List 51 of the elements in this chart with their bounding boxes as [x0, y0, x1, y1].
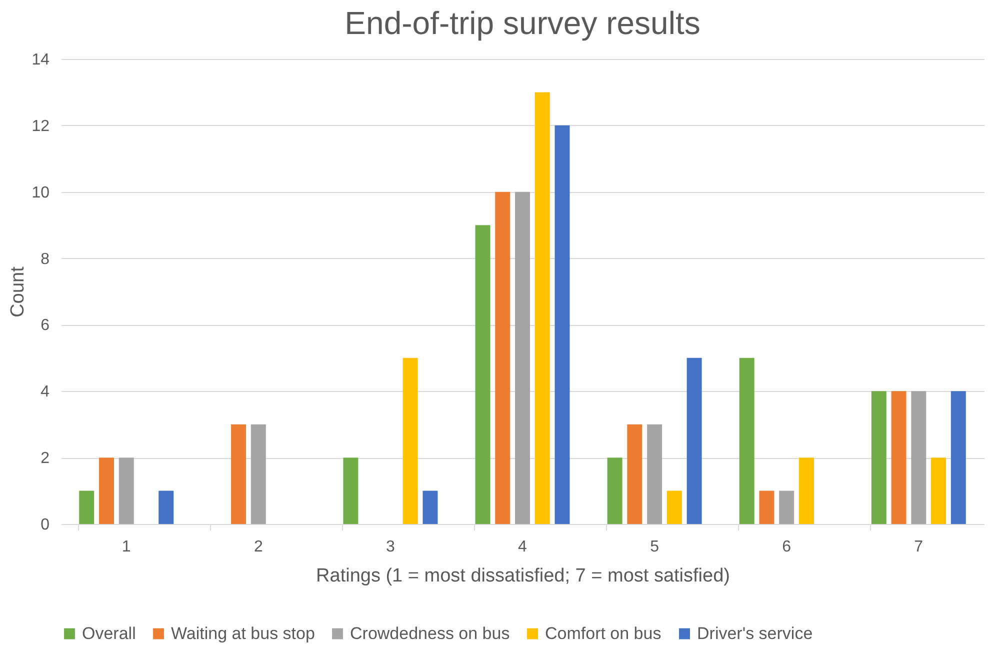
bar	[515, 192, 530, 524]
bar	[627, 424, 642, 524]
bar	[931, 458, 946, 524]
bar	[231, 424, 246, 524]
y-tick-label: 0	[40, 516, 50, 534]
legend-label: Waiting at bus stop	[171, 624, 315, 643]
chart-title: End-of-trip survey results	[344, 5, 700, 41]
y-tick-label: 2	[40, 450, 50, 468]
bar	[402, 358, 418, 524]
y-tick-label: 4	[40, 384, 50, 401]
bar	[686, 358, 702, 524]
x-axis-title: Ratings (1 = most dissatisfied; 7 = most satisfied)	[316, 566, 730, 586]
bar	[343, 458, 358, 524]
x-tick-label: 7	[914, 538, 924, 556]
legend-label: Driver's service	[697, 624, 813, 643]
x-tick-label: 1	[122, 538, 131, 556]
bar	[891, 391, 906, 524]
bar	[495, 192, 510, 524]
bar	[158, 490, 174, 524]
y-tick-label: 8	[40, 250, 50, 268]
bar	[911, 391, 926, 524]
x-tick-label: 2	[254, 538, 263, 556]
bar	[950, 391, 966, 524]
bar	[607, 458, 622, 524]
x-tick-label: 6	[782, 538, 792, 556]
y-tick-label: 10	[32, 184, 50, 202]
bar	[98, 458, 114, 524]
legend-label: Comfort on bus	[545, 624, 662, 643]
bar	[647, 424, 662, 524]
bar	[422, 490, 438, 524]
x-tick-label: 4	[518, 538, 528, 556]
y-tick-label: 14	[32, 52, 50, 68]
x-tick-label: 5	[650, 538, 660, 556]
bar	[534, 92, 550, 524]
y-axis-title: Count	[8, 266, 29, 318]
bar	[798, 458, 814, 524]
y-tick-label: 6	[40, 317, 50, 334]
x-tick-label: 3	[386, 538, 395, 556]
bar	[666, 490, 682, 524]
bar	[871, 391, 886, 524]
bar	[779, 490, 794, 524]
y-tick-label: 12	[32, 118, 50, 135]
bar	[79, 490, 94, 524]
bar	[118, 458, 134, 524]
bar	[739, 358, 754, 524]
legend-label: Overall	[82, 624, 136, 643]
bar	[475, 225, 490, 524]
legend-label: Crowdedness on bus	[350, 624, 510, 643]
bar	[250, 424, 266, 524]
bar	[554, 125, 570, 524]
bar	[759, 490, 774, 524]
